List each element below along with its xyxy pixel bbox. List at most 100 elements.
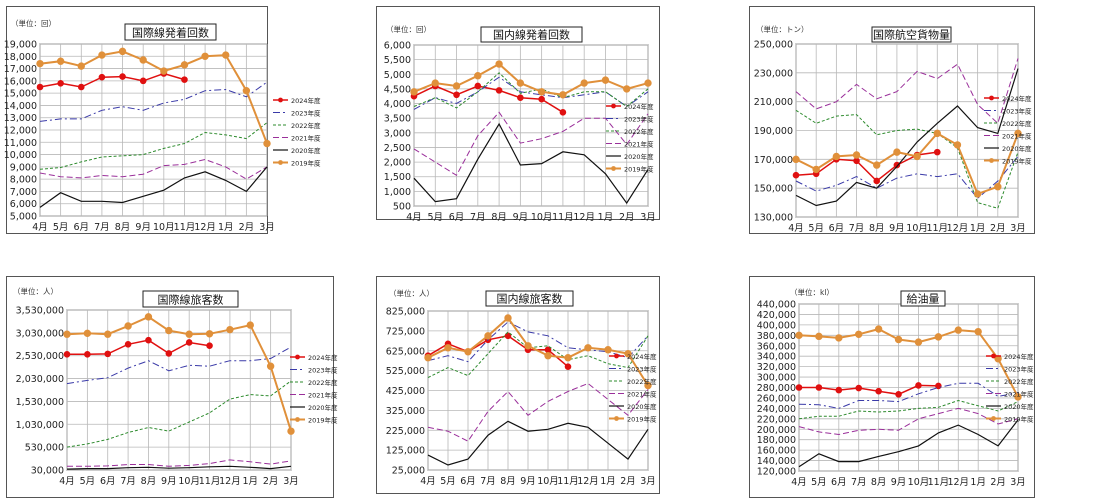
y-tick-label: 15,000	[4, 89, 37, 100]
legend-label: 2024年度	[627, 352, 657, 361]
data-point	[118, 47, 127, 56]
x-tick-label: 10月	[178, 476, 200, 487]
data-point	[165, 350, 173, 357]
x-tick-label: 10月	[908, 477, 930, 488]
y-tick-label: 2,530,000	[16, 351, 64, 362]
legend-marker	[278, 97, 283, 103]
x-tick-label: 6月	[73, 222, 89, 233]
data-point	[205, 330, 214, 338]
legend-marker	[989, 158, 994, 163]
x-tick-label: 8月	[491, 212, 507, 223]
x-tick-label: 6月	[831, 477, 847, 488]
chart-intl-passengers: 30,000 530,000 1,030,000 1,530,000 2,030,000…	[6, 276, 338, 498]
data-point	[875, 387, 882, 395]
data-point	[246, 321, 254, 329]
data-point	[266, 362, 275, 370]
plot-area	[66, 309, 292, 471]
legend-marker	[989, 95, 994, 101]
chart-intl-movements: 5,000 6,000 7,000 8,000 9,000 10,000 11,000 12,…	[4, 6, 321, 234]
y-tick-label: 3,000	[384, 128, 411, 139]
series-line-2022年度	[66, 380, 292, 448]
chart-title: 給油量	[907, 292, 940, 306]
y-tick-label: 400,000	[757, 320, 796, 331]
data-point	[835, 334, 843, 342]
data-point	[119, 73, 126, 80]
y-tick-label: 140,000	[757, 456, 796, 467]
x-tick-label: 11月	[552, 212, 574, 223]
data-point	[139, 56, 147, 64]
legend-label: 2024年度	[624, 102, 654, 111]
data-point	[933, 129, 941, 138]
unit-label: （単位：人）	[13, 286, 58, 296]
y-tick-label: 4,000	[384, 99, 411, 110]
legend-label: 2020年度	[1004, 402, 1034, 411]
y-tick-label: 230,000	[754, 68, 793, 79]
series-line-2022年度	[795, 109, 1019, 209]
data-point	[601, 76, 610, 84]
legend-label: 2021年度	[308, 391, 338, 400]
data-point	[1014, 129, 1022, 138]
data-point	[410, 88, 418, 96]
series-line-2024年度	[67, 339, 210, 356]
y-tick-label: 360,000	[757, 341, 796, 352]
legend-label: 2020年度	[308, 403, 338, 412]
data-point	[104, 350, 112, 358]
y-tick-label: 220,000	[757, 414, 796, 425]
x-tick-label: 10月	[906, 223, 928, 234]
legend-label: 2020年度	[291, 146, 321, 155]
series-line-2020年度	[798, 419, 1019, 468]
data-point	[893, 148, 901, 156]
x-tick-label: 2月	[619, 212, 635, 223]
x-tick-label: 1月	[218, 222, 234, 233]
data-point	[795, 384, 803, 391]
y-tick-label: 440,000	[757, 300, 796, 311]
data-point	[584, 344, 592, 352]
chart-title: 国際航空貨物量	[873, 28, 950, 42]
y-tick-label: 190,000	[754, 126, 793, 137]
chart-title: 国内線旅客数	[497, 292, 563, 306]
y-tick-label: 2,030,000	[16, 374, 64, 385]
x-tick-label: 8月	[869, 223, 885, 234]
y-tick-label: 530,000	[25, 443, 64, 454]
y-tick-label: 16,000	[4, 76, 37, 87]
x-tick-label: 5月	[80, 476, 96, 487]
y-tick-label: 9,000	[10, 162, 37, 173]
series-line-2022年度	[413, 72, 649, 109]
data-point	[538, 95, 545, 103]
legend-label: 2020年度	[624, 152, 654, 161]
data-point	[474, 72, 482, 80]
series-line-2021年度	[67, 459, 292, 467]
x-tick-label: 3月	[1010, 477, 1026, 488]
y-tick-label: 1,500	[384, 172, 411, 183]
data-point	[855, 330, 863, 338]
title-box	[124, 23, 217, 41]
x-tick-label: 9月	[520, 476, 536, 487]
x-tick-label: 1月	[970, 223, 986, 234]
y-tick-label: 3,030,000	[16, 328, 64, 339]
data-point	[206, 342, 213, 349]
series-line-2022年度	[427, 331, 649, 379]
chart-intl-cargo: 130,000 150,000 170,000 190,000 210,000 230,0…	[749, 6, 1035, 234]
series-line-2021年度	[39, 158, 268, 180]
data-point	[36, 83, 44, 91]
y-tick-label: 25,000	[392, 466, 425, 477]
legend-marker	[614, 353, 619, 359]
series-line-2023年度	[427, 321, 649, 363]
x-tick-label: 2月	[239, 222, 255, 233]
x-tick-label: 11月	[926, 223, 948, 234]
data-point	[852, 151, 861, 159]
legend-marker	[295, 417, 300, 422]
data-point	[124, 340, 132, 348]
title-box	[900, 290, 946, 307]
y-tick-label: 320,000	[757, 362, 796, 373]
legend-label: 2019年度	[308, 416, 338, 425]
x-tick-label: 3月	[640, 476, 656, 487]
y-tick-label: 210,000	[754, 97, 793, 108]
series-line-2022年度	[798, 399, 1019, 420]
series-line-2020年度	[66, 465, 292, 470]
y-tick-label: 225,000	[386, 426, 425, 437]
y-tick-label: 13,000	[4, 113, 37, 124]
data-point	[63, 330, 71, 338]
series-line-2020年度	[427, 420, 649, 466]
